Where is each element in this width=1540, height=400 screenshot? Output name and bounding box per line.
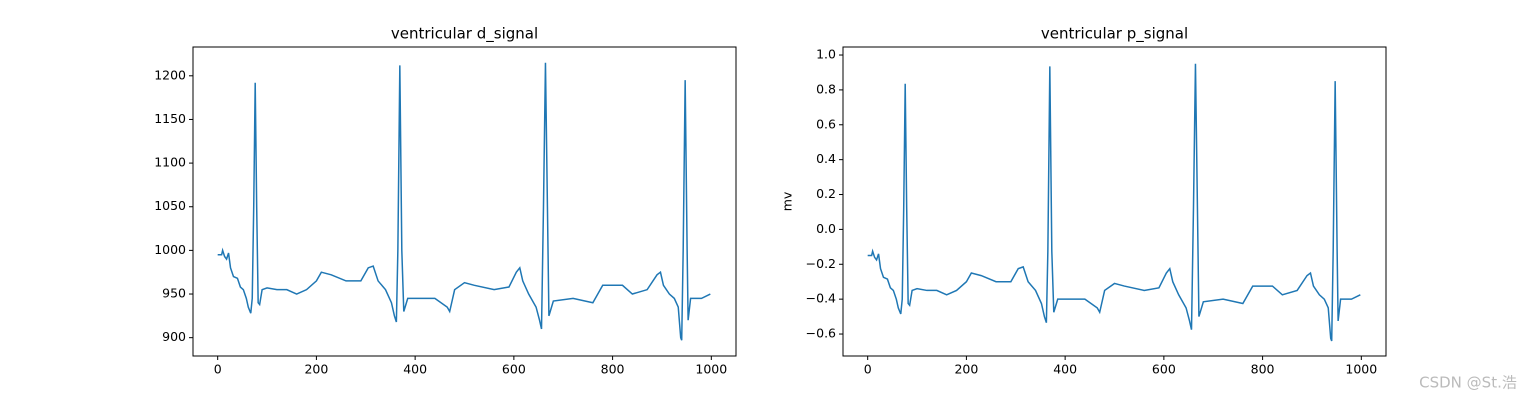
watermark: CSDN @St.浩 [1419, 374, 1517, 392]
chart-title: ventricular p_signal [1041, 25, 1188, 44]
y-tick-label: 0.0 [816, 221, 836, 236]
y-tick-label: 900 [162, 329, 186, 344]
y-tick-label: −0.2 [806, 256, 836, 271]
axes-frame [842, 46, 1387, 357]
y-tick-label: 0.4 [816, 151, 836, 166]
y-tick-label: 0.6 [816, 116, 836, 131]
y-tick-label: 1100 [154, 155, 186, 170]
x-tick-label: 200 [954, 362, 978, 377]
y-tick-label: 1050 [154, 198, 186, 213]
x-tick-label: 200 [304, 362, 328, 377]
y-tick-label: 950 [162, 286, 186, 301]
y-tick-label: 0.8 [816, 81, 836, 96]
y-tick-label: −0.4 [806, 291, 836, 306]
y-axis-label: mv [780, 191, 795, 211]
x-tick-label: 0 [214, 362, 222, 377]
x-tick-label: 800 [1251, 362, 1275, 377]
y-tick-label: 1000 [154, 242, 186, 257]
y-tick-label: −0.6 [806, 326, 836, 341]
x-tick-label: 400 [403, 362, 427, 377]
y-tick-label: 1150 [154, 111, 186, 126]
y-tick-label: 1200 [154, 67, 186, 82]
x-tick-label: 1000 [1345, 362, 1377, 377]
x-tick-label: 600 [502, 362, 526, 377]
x-tick-label: 1000 [695, 362, 727, 377]
x-tick-label: 0 [864, 362, 872, 377]
signal-line [867, 63, 1361, 342]
x-tick-label: 600 [1152, 362, 1176, 377]
signal-line [217, 62, 711, 341]
y-tick-label: 1.0 [816, 47, 836, 62]
x-tick-label: 400 [1053, 362, 1077, 377]
chart-title: ventricular d_signal [391, 25, 538, 44]
x-tick-label: 800 [601, 362, 625, 377]
axes-frame [192, 46, 737, 357]
y-tick-label: 0.2 [816, 186, 836, 201]
